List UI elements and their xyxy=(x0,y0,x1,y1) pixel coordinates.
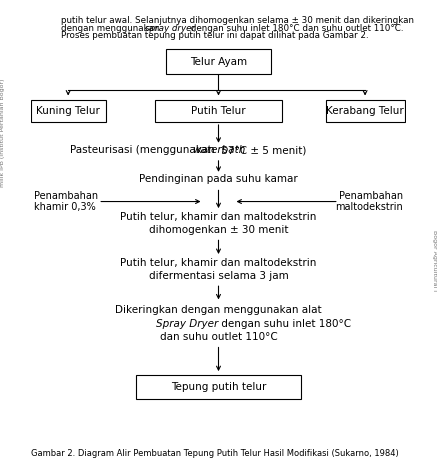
Text: milik IPB (Institut Pertanian Bogor): milik IPB (Institut Pertanian Bogor) xyxy=(0,78,5,187)
Bar xyxy=(31,100,106,122)
Text: Tepung putih telur: Tepung putih telur xyxy=(171,382,266,392)
Text: waterbath: waterbath xyxy=(192,145,245,155)
Text: Kuning Telur: Kuning Telur xyxy=(36,106,100,116)
Text: dan suhu outlet 110°C: dan suhu outlet 110°C xyxy=(160,333,277,342)
Text: difermentasi selama 3 jam: difermentasi selama 3 jam xyxy=(149,271,288,281)
Text: Putih Telur: Putih Telur xyxy=(191,106,246,116)
Bar xyxy=(136,376,301,399)
Text: dengan menggunakan: dengan menggunakan xyxy=(61,24,162,33)
Text: maltodekstrin: maltodekstrin xyxy=(335,202,402,212)
Text: Penambahan: Penambahan xyxy=(35,191,98,201)
Text: dengan suhu inlet 180°C dan suhu outlet 110°C.: dengan suhu inlet 180°C dan suhu outlet … xyxy=(187,24,403,33)
Text: Penambahan: Penambahan xyxy=(339,191,402,201)
Text: Telur Ayam: Telur Ayam xyxy=(190,57,247,67)
Text: Gambar 2. Diagram Alir Pembuatan Tepung Putih Telur Hasil Modifikasi (Sukarno, 1: Gambar 2. Diagram Alir Pembuatan Tepung … xyxy=(31,449,399,458)
Text: putih telur awal. Selanjutnya dihomogenkan selama ± 30 menit dan dikeringkan: putih telur awal. Selanjutnya dihomogenk… xyxy=(61,16,414,25)
Bar xyxy=(155,100,282,122)
Text: dihomogenkan ± 30 menit: dihomogenkan ± 30 menit xyxy=(149,225,288,235)
Text: Dikeringkan dengan menggunakan alat: Dikeringkan dengan menggunakan alat xyxy=(115,305,322,315)
Text: Kerabang Telur: Kerabang Telur xyxy=(326,106,404,116)
Text: dengan suhu inlet 180°C: dengan suhu inlet 180°C xyxy=(218,319,352,329)
Text: khamir 0,3%: khamir 0,3% xyxy=(35,202,96,212)
Text: Putih telur, khamir dan maltodekstrin: Putih telur, khamir dan maltodekstrin xyxy=(120,212,317,222)
Text: spray dryer: spray dryer xyxy=(145,24,195,33)
Text: Proses pembuatan tepung putih telur ini dapat dilihat pada Gambar 2.: Proses pembuatan tepung putih telur ini … xyxy=(61,31,368,40)
Text: 57°C ± 5 menit): 57°C ± 5 menit) xyxy=(218,145,307,155)
Text: Pasteurisasi (menggunakan: Pasteurisasi (menggunakan xyxy=(70,145,218,155)
Text: Spray Dryer: Spray Dryer xyxy=(156,319,218,329)
Text: Pendinginan pada suhu kamar: Pendinginan pada suhu kamar xyxy=(139,174,298,184)
Text: Bogor Agricultural I: Bogor Agricultural I xyxy=(432,229,437,291)
Text: Putih telur, khamir dan maltodekstrin: Putih telur, khamir dan maltodekstrin xyxy=(120,258,317,268)
Bar xyxy=(166,49,271,74)
Bar xyxy=(326,100,405,122)
